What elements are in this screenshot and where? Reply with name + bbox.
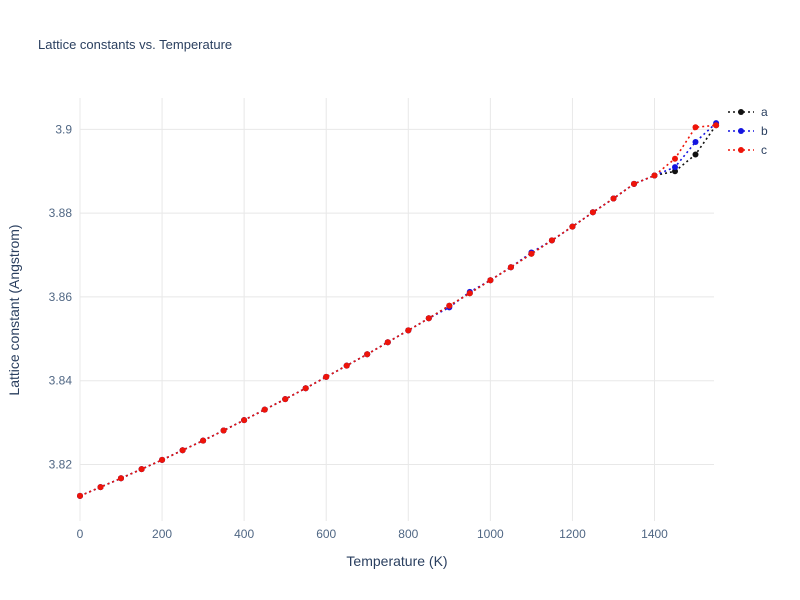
data-point-b <box>692 139 699 145</box>
legend-label-c: c <box>761 143 767 157</box>
y-tick-label: 3.82 <box>49 457 73 471</box>
tick-layer: 0 200 400 600 800 1000 1200 1400 3.82 3.84 3.86 3.8… <box>49 122 669 541</box>
data-point-c <box>282 396 289 403</box>
data-point-c <box>507 264 514 271</box>
data-point-c <box>220 427 227 434</box>
y-tick-label: 3.9 <box>55 122 72 136</box>
series-c <box>77 122 720 499</box>
series-b <box>77 120 720 499</box>
legend-label-a: a <box>761 105 768 119</box>
series-line-a <box>79 124 717 497</box>
legend-marker-b <box>738 128 744 134</box>
data-point-c <box>118 475 124 482</box>
data-point-c <box>138 466 145 473</box>
y-tick-label: 3.86 <box>49 290 73 304</box>
legend-item-b[interactable]: b <box>728 124 768 138</box>
series-line-b <box>79 122 717 497</box>
y-axis-title: Lattice constant (Angstrom) <box>6 224 22 395</box>
data-point-c <box>343 362 350 369</box>
legend-item-a[interactable]: a <box>728 105 768 119</box>
series-line-c <box>79 124 717 497</box>
data-point-c <box>548 237 555 244</box>
legend: abc <box>728 105 768 157</box>
legend-label-b: b <box>761 124 768 138</box>
series-a <box>77 122 720 499</box>
x-tick-label: 1000 <box>477 527 504 541</box>
y-tick-label: 3.88 <box>49 206 73 220</box>
data-point-c <box>97 484 104 491</box>
data-point-c <box>631 180 637 187</box>
data-point-c <box>487 277 494 284</box>
x-tick-label: 200 <box>152 527 172 541</box>
data-point-c <box>589 209 596 216</box>
data-point-c <box>323 373 330 380</box>
data-point-c <box>200 437 207 444</box>
x-tick-label: 1400 <box>641 527 668 541</box>
data-point-c <box>651 172 658 179</box>
data-point-c <box>528 250 535 257</box>
data-point-c <box>241 417 248 424</box>
data-point-c <box>692 124 699 131</box>
data-point-c <box>179 447 186 454</box>
data-point-c <box>610 195 617 202</box>
x-tick-label: 0 <box>77 527 84 541</box>
x-tick-label: 400 <box>234 527 254 541</box>
data-point-c <box>384 339 391 346</box>
data-point-c <box>77 492 83 499</box>
x-axis-title: Temperature (K) <box>346 553 447 569</box>
data-point-a <box>692 151 699 158</box>
data-point-c <box>672 155 678 162</box>
data-point-c <box>446 302 453 309</box>
data-point-c <box>302 385 309 392</box>
data-point-c <box>405 327 412 334</box>
data-point-c <box>261 406 268 413</box>
legend-marker-c <box>738 147 744 153</box>
data-point-a <box>672 168 678 175</box>
data-point-c <box>364 351 371 358</box>
y-tick-label: 3.84 <box>49 374 73 388</box>
grid-layer <box>79 98 714 521</box>
data-point-c <box>713 122 720 129</box>
data-point-b <box>672 164 678 171</box>
x-tick-label: 600 <box>316 527 336 541</box>
data-point-c <box>569 223 576 230</box>
x-tick-label: 800 <box>398 527 418 541</box>
data-point-c <box>466 290 473 297</box>
legend-item-c[interactable]: c <box>728 143 767 157</box>
series-layer <box>77 120 720 499</box>
x-tick-label: 1200 <box>559 527 586 541</box>
data-point-c <box>159 456 166 463</box>
data-point-c <box>425 315 432 322</box>
chart-title: Lattice constants vs. Temperature <box>38 37 232 52</box>
legend-marker-a <box>738 109 744 115</box>
